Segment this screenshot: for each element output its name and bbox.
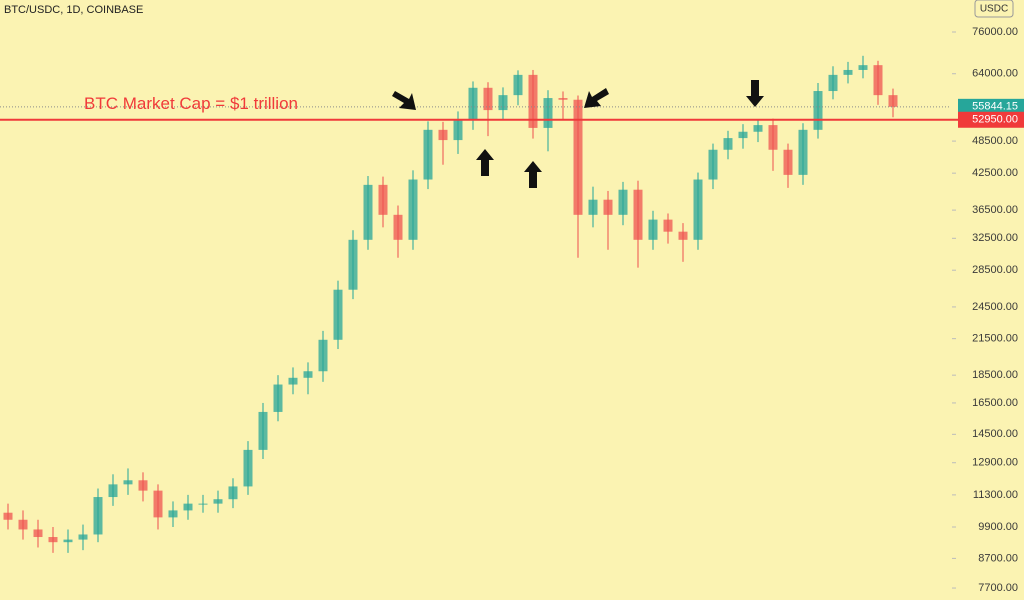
candle-body <box>33 529 43 538</box>
chart-title: BTC/USDC, 1D, COINBASE <box>4 4 143 16</box>
candle-body <box>108 484 118 498</box>
arrow <box>392 91 416 110</box>
y-tick-label: 64000.00 <box>972 68 1018 80</box>
candle-body <box>258 411 268 450</box>
y-tick-label: 8700.00 <box>978 552 1018 564</box>
currency-label: USDC <box>980 4 1008 15</box>
candle-body <box>843 69 853 75</box>
annotation-arrows <box>392 80 764 188</box>
candle-body <box>363 184 373 240</box>
candle-body <box>153 490 163 518</box>
candle-body <box>528 74 538 128</box>
candle-body <box>678 231 688 240</box>
candle-body <box>498 95 508 111</box>
candle-body <box>543 98 553 128</box>
candle-body <box>3 512 13 520</box>
candle-body <box>708 149 718 180</box>
candle-body <box>168 510 178 518</box>
candle-body <box>183 503 193 511</box>
candle-body <box>663 219 673 232</box>
candle-body <box>798 129 808 175</box>
candle-body <box>93 497 103 535</box>
candle-body <box>213 499 223 504</box>
y-tick-label: 12900.00 <box>972 457 1018 469</box>
arrow <box>524 161 542 188</box>
y-tick-label: 42500.00 <box>972 167 1018 179</box>
candle-body <box>603 199 613 215</box>
candle-body <box>303 371 313 378</box>
candle-body <box>648 219 658 240</box>
candle-body <box>423 129 433 180</box>
candle-body <box>873 65 883 96</box>
plot-area: 76000.00 64000.00 48500.00 42500.00 36500.00… <box>0 26 1024 594</box>
y-tick-label: 24500.00 <box>972 301 1018 313</box>
candle-body <box>333 289 343 340</box>
candle-body <box>228 486 238 500</box>
candle-body <box>558 98 568 100</box>
reference-tag <box>958 111 1024 128</box>
candle-body <box>753 125 763 132</box>
y-tick-label: 14500.00 <box>972 428 1018 440</box>
candle-body <box>138 480 148 491</box>
y-tick-label: 16500.00 <box>972 397 1018 409</box>
currency-box <box>974 0 1014 18</box>
candle-body <box>738 131 748 139</box>
arrow <box>476 149 494 176</box>
candle-body <box>243 449 253 487</box>
candle-body <box>318 339 328 372</box>
y-tick-label: 11300.00 <box>973 489 1018 501</box>
candle-body <box>573 99 583 215</box>
y-tick-label: 48500.00 <box>972 135 1018 147</box>
candle-body <box>618 189 628 215</box>
y-tick-label: 18500.00 <box>972 369 1018 381</box>
candle-body <box>513 74 523 96</box>
candle-body <box>828 74 838 92</box>
candle-body <box>693 179 703 240</box>
y-tick-label: 9900.00 <box>978 521 1018 533</box>
candle-body <box>723 138 733 150</box>
candle-body <box>408 179 418 240</box>
y-tick-label: 76000.00 <box>972 26 1018 38</box>
candle-body <box>198 503 208 505</box>
candle-body <box>888 95 898 107</box>
reference-label: 52950.00 <box>972 114 1018 126</box>
y-tick-label: 7700.00 <box>978 582 1018 594</box>
candle-body <box>48 537 58 543</box>
candle-body <box>273 384 283 412</box>
candle-body <box>813 91 823 130</box>
last-price-tag <box>958 98 1024 115</box>
candle-body <box>438 129 448 141</box>
arrow <box>584 88 609 108</box>
candle-body <box>468 87 478 120</box>
candle-body <box>453 119 463 141</box>
y-tick-label: 32500.00 <box>972 232 1018 244</box>
y-tick-label: 28500.00 <box>972 264 1018 276</box>
last-price-label: 55844.15 <box>972 101 1018 113</box>
candle-body <box>63 539 73 543</box>
candle-body <box>783 149 793 175</box>
candle-body <box>393 214 403 240</box>
candle-body <box>858 65 868 70</box>
candle-body <box>288 377 298 385</box>
reference-annotation: BTC Market Cap = $1 trillion <box>84 94 298 113</box>
candle-body <box>348 239 358 290</box>
candle-body <box>633 189 643 240</box>
y-tick-label: 36500.00 <box>972 204 1018 216</box>
candle-body <box>18 519 28 530</box>
candle-body <box>483 87 493 111</box>
y-tick-label: 21500.00 <box>972 333 1018 345</box>
candle-body <box>123 480 133 485</box>
candle-body <box>588 199 598 215</box>
candle-body <box>378 184 388 215</box>
arrow <box>746 80 764 107</box>
candle-body <box>78 534 88 540</box>
candle-body <box>768 125 778 150</box>
